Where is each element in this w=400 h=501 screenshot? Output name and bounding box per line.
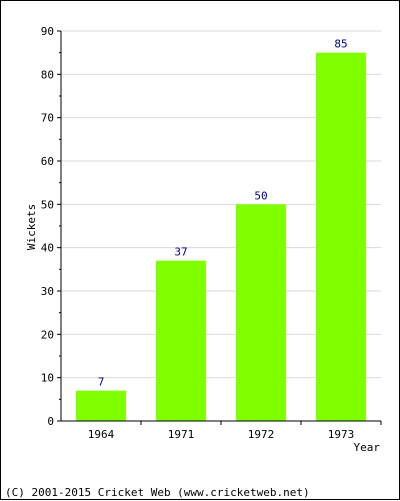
bar xyxy=(76,390,126,421)
x-tick-label: 1964 xyxy=(88,428,115,441)
bar-value-label: 85 xyxy=(334,38,347,51)
x-axis-title: Year xyxy=(354,441,381,454)
y-axis-title: Wickets xyxy=(25,204,38,250)
bar-value-label: 50 xyxy=(254,189,267,202)
bar-value-label: 7 xyxy=(98,376,105,389)
y-tick-label: 30 xyxy=(41,285,54,298)
bar xyxy=(236,204,286,421)
y-tick-label: 70 xyxy=(41,112,54,125)
bar xyxy=(316,52,366,422)
value-labels: 7 37 50 85 xyxy=(98,38,348,389)
bar xyxy=(156,260,206,421)
bar-value-label: 37 xyxy=(174,246,187,259)
y-tick-label: 10 xyxy=(41,372,54,385)
x-tick-label: 1972 xyxy=(248,428,275,441)
y-tick-label: 80 xyxy=(41,68,54,81)
x-tick-label: 1971 xyxy=(168,428,195,441)
y-axis-ticks: 0 10 20 30 40 50 60 70 80 90 xyxy=(41,25,61,428)
y-tick-label: 60 xyxy=(41,155,54,168)
bars xyxy=(76,52,366,422)
x-axis-ticks: 1964 1971 1972 1973 xyxy=(88,421,382,441)
copyright-footer: (C) 2001-2015 Cricket Web (www.cricketwe… xyxy=(5,486,310,499)
y-tick-label: 0 xyxy=(47,415,54,428)
gridlines xyxy=(61,30,381,379)
y-tick-label: 90 xyxy=(41,25,54,38)
y-tick-label: 50 xyxy=(41,198,54,211)
x-tick-label: 1973 xyxy=(328,428,355,441)
y-tick-label: 40 xyxy=(41,242,54,255)
y-tick-label: 20 xyxy=(41,328,54,341)
